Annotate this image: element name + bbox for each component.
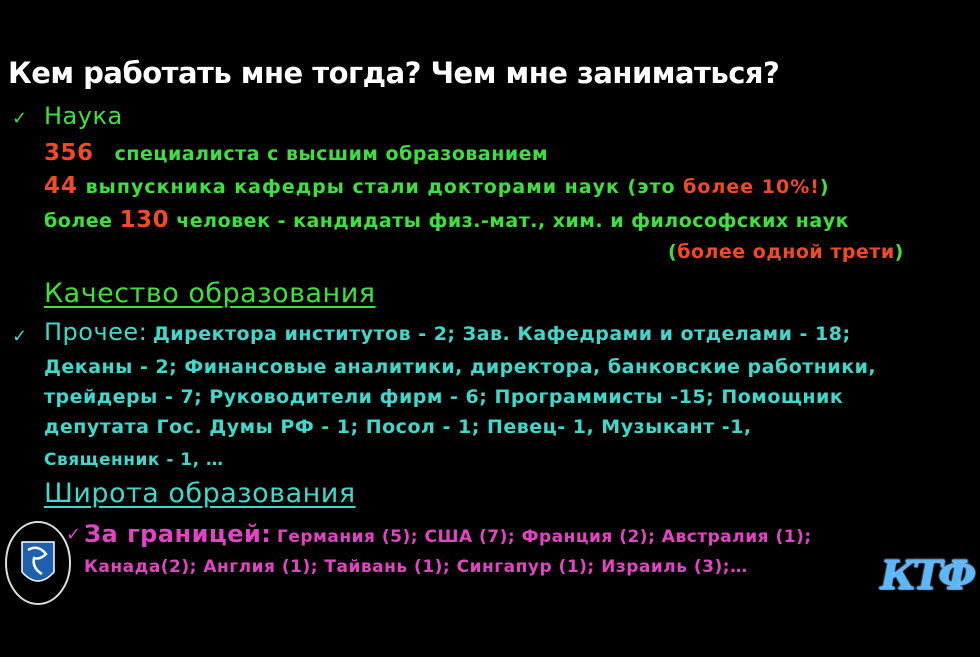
science-line-2: 44 выпускника кафедры стали докторами на… xyxy=(44,173,830,199)
abroad-line-1: За границей: Германия (5); США (7); Фран… xyxy=(84,520,812,548)
other-line-4: депутата Гос. Думы РФ - 1; Посол - 1; Пе… xyxy=(44,416,752,438)
breadth-heading: Широта образования xyxy=(44,478,356,509)
number: 130 xyxy=(119,207,170,233)
text: специалиста с высшим образованием xyxy=(114,143,549,165)
paren: ) xyxy=(894,241,904,263)
number: 44 xyxy=(44,173,79,199)
abroad-line-2: Канада(2); Англия (1); Тайвань (1); Синг… xyxy=(84,557,748,577)
other-line-1: Прочее: Директора институтов - 2; Зав. К… xyxy=(44,318,851,346)
science-line-4: (более одной трети) xyxy=(668,241,904,263)
other-line-2: Деканы - 2; Финансовые аналитики, директ… xyxy=(44,356,877,378)
highlight: более 10%! xyxy=(683,176,820,198)
paren: ) xyxy=(819,176,830,198)
other-line-5: Священник - 1, … xyxy=(44,450,224,470)
text: человек - кандидаты физ.-мат., хим. и фи… xyxy=(169,210,850,232)
other-line-3: трейдеры - 7; Руководители фирм - 6; Про… xyxy=(44,386,844,408)
university-crest-logo xyxy=(5,521,71,605)
science-heading: Наука xyxy=(44,102,123,130)
text: выпускника кафедры стали докторами наук … xyxy=(85,176,684,198)
text: более xyxy=(44,210,120,232)
abroad-label: За границей: xyxy=(84,520,272,548)
text: Германия (5); США (7); Франция (2); Авст… xyxy=(277,527,812,547)
other-label: Прочее: xyxy=(44,318,148,346)
text: Директора институтов - 2; Зав. Кафедрами… xyxy=(152,323,851,345)
ktf-logo: КТФ xyxy=(880,552,976,599)
check-icon: ✓ xyxy=(66,524,82,545)
science-line-3: более 130 человек - кандидаты физ.-мат.,… xyxy=(44,207,849,233)
number: 356 xyxy=(44,140,94,166)
highlight: более одной трети xyxy=(677,241,895,263)
quality-heading: Качество образования xyxy=(44,278,376,309)
check-icon: ✓ xyxy=(12,108,28,129)
paren: ( xyxy=(668,241,678,263)
science-line-1: 356 специалиста с высшим образованием xyxy=(44,140,548,166)
slide-title: Кем работать мне тогда? Чем мне занимать… xyxy=(8,56,780,90)
check-icon: ✓ xyxy=(12,326,28,347)
